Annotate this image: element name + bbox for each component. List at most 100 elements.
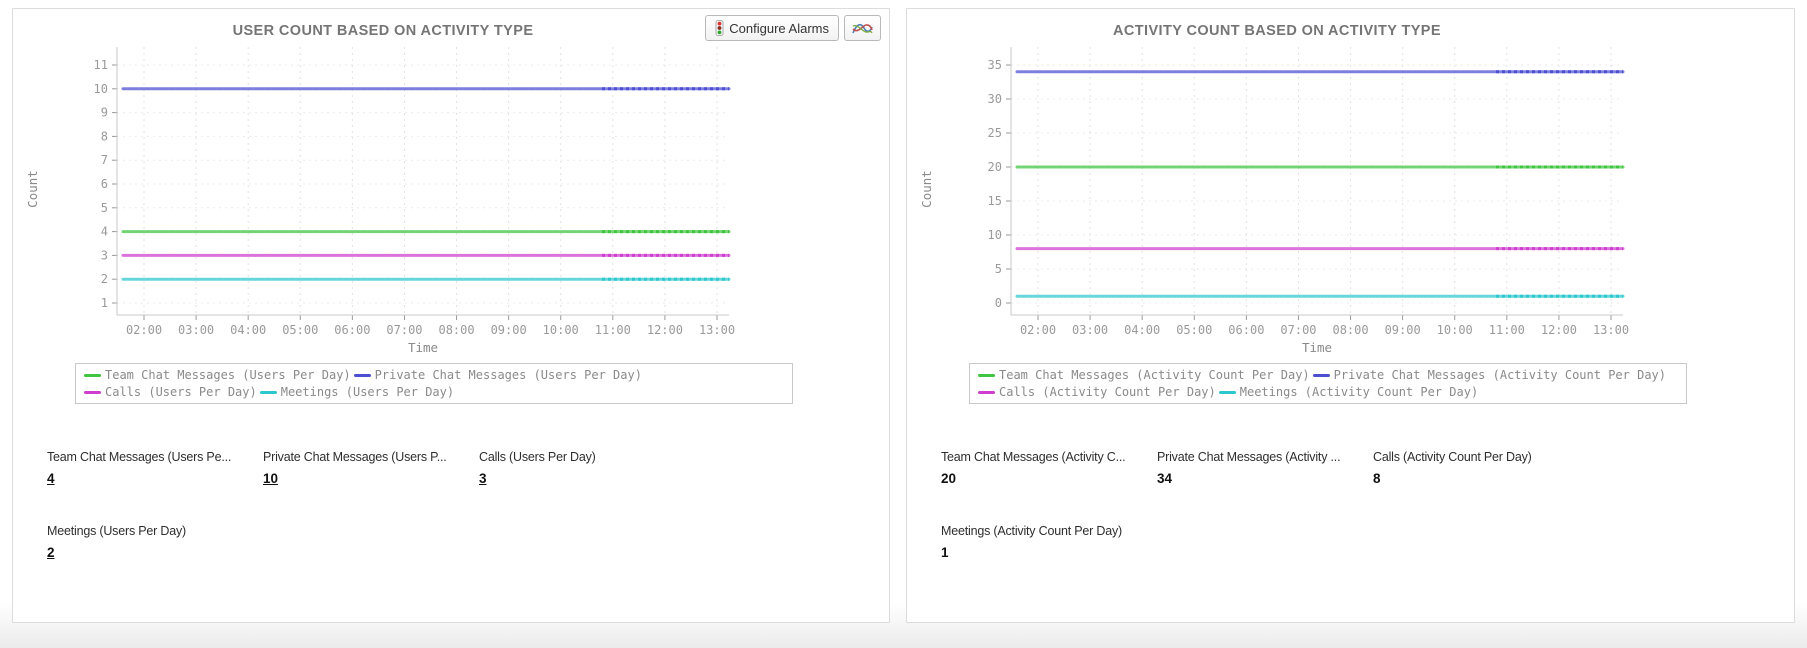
svg-text:07:00: 07:00 [386, 323, 422, 337]
user-count-chart: 1 2 3 4 5 6 7 8 9 10 11 02:00 03:00 04:00 05:00 06:00 07… [25, 47, 735, 355]
legend-item[interactable]: Meetings (Users Per Day) [259, 385, 455, 399]
chart-title: ACTIVITY COUNT BASED ON ACTIVITY TYPE [1113, 23, 1441, 39]
svg-text:2: 2 [101, 272, 108, 286]
svg-text:08:00: 08:00 [438, 323, 474, 337]
legend-series-label: Private Chat Messages (Activity Count Pe… [1333, 368, 1667, 382]
legend-series-label: Team Chat Messages (Users Per Day) [105, 368, 351, 382]
svg-text:3: 3 [101, 248, 108, 262]
legend-item[interactable]: Team Chat Messages (Users Per Day) [84, 368, 351, 382]
svg-text:11:00: 11:00 [595, 323, 631, 337]
svg-text:5: 5 [101, 201, 108, 215]
svg-text:11:00: 11:00 [1489, 323, 1525, 337]
legend-series-dash [84, 373, 101, 377]
panel-user-count: Configure Alarms USER COUNT BASED ON ACT… [12, 8, 890, 623]
legend-series-label: Meetings (Activity Count Per Day) [1239, 385, 1479, 399]
svg-text:05:00: 05:00 [282, 323, 318, 337]
svg-text:08:00: 08:00 [1332, 323, 1368, 337]
svg-text:12:00: 12:00 [647, 323, 683, 337]
svg-text:30: 30 [988, 92, 1002, 106]
legend-item[interactable]: Meetings (Activity Count Per Day) [1218, 385, 1479, 399]
stat-label: Calls (Users Per Day) [479, 450, 596, 464]
stat-label: Private Chat Messages (Users P... [263, 450, 447, 464]
svg-text:10:00: 10:00 [1437, 323, 1473, 337]
svg-text:Count: Count [919, 170, 934, 208]
stat-value-link[interactable]: 1 [941, 545, 949, 560]
legend-series-dash [1312, 373, 1330, 377]
stat-item: Meetings (Users Per Day) 2 [47, 524, 263, 562]
svg-text:09:00: 09:00 [1385, 323, 1421, 337]
svg-text:Count: Count [25, 170, 40, 208]
stat-value-link[interactable]: 2 [47, 545, 55, 560]
svg-text:06:00: 06:00 [334, 323, 370, 337]
chart-legend: Team Chat Messages (Users Per Day) Privat… [75, 363, 793, 404]
dashboard-page: Configure Alarms USER COUNT BASED ON ACT… [12, 8, 1795, 623]
svg-text:10: 10 [94, 82, 108, 96]
stat-item: Team Chat Messages (Users Pe... 4 [47, 450, 263, 488]
configure-alarms-button[interactable]: Configure Alarms [705, 15, 839, 41]
legend-series-label: Team Chat Messages (Activity Count Per D… [999, 368, 1310, 382]
stat-label: Meetings (Users Per Day) [47, 524, 186, 538]
chart-title: USER COUNT BASED ON ACTIVITY TYPE [232, 23, 534, 39]
svg-text:06:00: 06:00 [1228, 323, 1264, 337]
legend-item[interactable]: Private Chat Messages (Activity Count Pe… [1312, 368, 1667, 382]
stat-label: Private Chat Messages (Activity ... [1157, 450, 1341, 464]
svg-text:35: 35 [988, 58, 1002, 72]
stat-item: Meetings (Activity Count Per Day) 1 [941, 524, 1157, 562]
svg-text:7: 7 [101, 153, 108, 167]
stat-item: Private Chat Messages (Users P... 10 [263, 450, 479, 488]
activity-count-chart: 0 5 10 15 20 25 30 35 02:00 03:00 04:00 05:00 06:00 0… [919, 47, 1629, 355]
svg-text:05:00: 05:00 [1176, 323, 1212, 337]
svg-text:12:00: 12:00 [1541, 323, 1577, 337]
svg-text:1: 1 [101, 296, 108, 310]
svg-text:13:00: 13:00 [1593, 323, 1629, 337]
svg-text:03:00: 03:00 [1072, 323, 1108, 337]
legend-series-dash [1218, 390, 1236, 394]
stat-value-link[interactable]: 10 [263, 471, 279, 486]
svg-text:03:00: 03:00 [178, 323, 214, 337]
svg-text:8: 8 [101, 129, 108, 143]
configure-alarms-label: Configure Alarms [729, 20, 829, 36]
svg-text:15: 15 [988, 194, 1002, 208]
svg-text:5: 5 [995, 262, 1002, 276]
stat-item: Private Chat Messages (Activity ... 34 [1157, 450, 1373, 488]
legend-series-label: Meetings (Users Per Day) [280, 385, 455, 399]
legend-item[interactable]: Private Chat Messages (Users Per Day) [353, 368, 642, 382]
stat-value-link[interactable]: 8 [1373, 471, 1381, 486]
stat-label: Team Chat Messages (Users Pe... [47, 450, 232, 464]
chart-legend: Team Chat Messages (Activity Count Per D… [969, 363, 1687, 404]
legend-series-dash [353, 373, 371, 377]
stat-label: Calls (Activity Count Per Day) [1373, 450, 1532, 464]
legend-series-dash [259, 390, 277, 394]
svg-text:20: 20 [988, 160, 1002, 174]
stat-item: Team Chat Messages (Activity C... 20 [941, 450, 1157, 488]
stat-value-link[interactable]: 4 [47, 471, 55, 486]
svg-text:13:00: 13:00 [699, 323, 735, 337]
legend-item[interactable]: Calls (Activity Count Per Day) [978, 385, 1216, 399]
svg-text:6: 6 [101, 177, 108, 191]
svg-text:9: 9 [101, 106, 108, 120]
panel-toolbar: Configure Alarms [705, 15, 881, 41]
stat-label: Team Chat Messages (Activity C... [941, 450, 1126, 464]
stats-summary: Team Chat Messages (Activity C... 20 Priva… [941, 450, 1621, 562]
line-chart-icon [852, 23, 873, 34]
svg-text:02:00: 02:00 [126, 323, 162, 337]
svg-text:0: 0 [995, 296, 1002, 310]
svg-text:02:00: 02:00 [1020, 323, 1056, 337]
svg-text:04:00: 04:00 [230, 323, 266, 337]
legend-item[interactable]: Team Chat Messages (Activity Count Per D… [978, 368, 1310, 382]
legend-series-label: Private Chat Messages (Users Per Day) [374, 368, 642, 382]
stat-label: Meetings (Activity Count Per Day) [941, 524, 1122, 538]
stat-value-link[interactable]: 34 [1157, 471, 1173, 486]
stat-item: Calls (Activity Count Per Day) 8 [1373, 450, 1589, 488]
legend-item[interactable]: Calls (Users Per Day) [84, 385, 257, 399]
svg-text:4: 4 [101, 225, 108, 239]
legend-series-label: Calls (Activity Count Per Day) [999, 385, 1216, 399]
svg-text:Time: Time [408, 340, 438, 355]
stat-value-link[interactable]: 3 [479, 471, 487, 486]
chart-settings-button[interactable] [844, 15, 881, 41]
svg-text:11: 11 [94, 58, 108, 72]
stat-value-link[interactable]: 20 [941, 471, 957, 486]
legend-series-label: Calls (Users Per Day) [105, 385, 257, 399]
legend-series-dash [978, 373, 995, 377]
